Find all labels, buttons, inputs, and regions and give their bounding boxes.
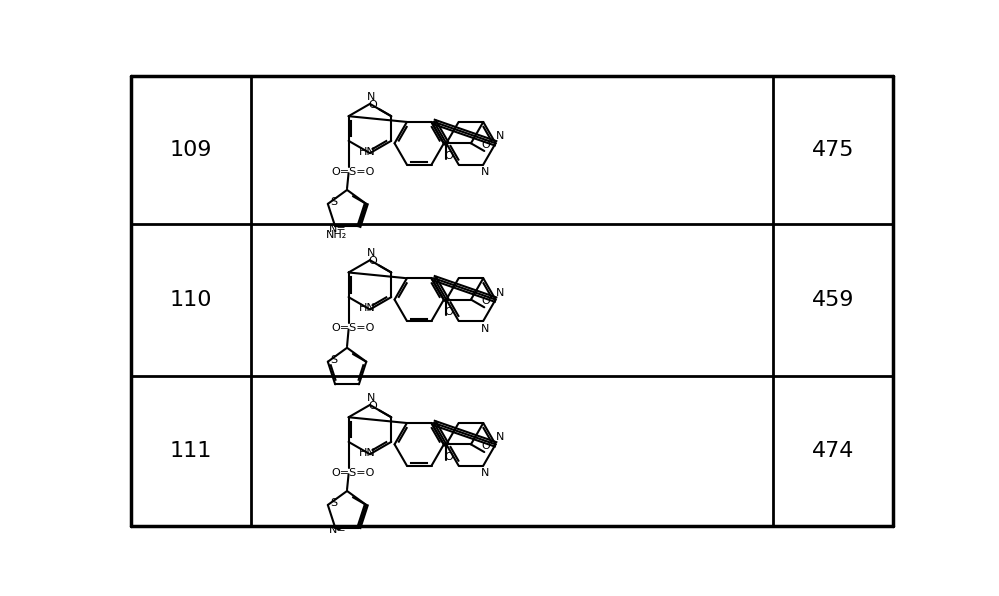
- Text: O=S=O: O=S=O: [332, 323, 375, 333]
- Text: N: N: [367, 393, 375, 403]
- Text: 475: 475: [811, 140, 854, 160]
- Text: S: S: [331, 197, 338, 207]
- Text: O: O: [445, 151, 453, 160]
- Text: NH₂: NH₂: [326, 230, 348, 240]
- Text: N: N: [481, 324, 489, 334]
- Text: HN: HN: [360, 448, 376, 458]
- Text: N: N: [367, 92, 375, 102]
- Text: 474: 474: [811, 441, 854, 461]
- Text: S: S: [331, 498, 338, 508]
- Text: N: N: [367, 249, 375, 258]
- Text: HN: HN: [360, 147, 376, 157]
- Text: N=: N=: [329, 525, 347, 535]
- Text: HN: HN: [360, 303, 376, 313]
- Text: O=S=O: O=S=O: [332, 167, 375, 176]
- Text: O: O: [445, 452, 453, 462]
- Text: O: O: [482, 441, 491, 451]
- Text: N: N: [481, 167, 489, 178]
- Text: N: N: [481, 468, 489, 479]
- Text: N: N: [497, 433, 504, 442]
- Text: N=: N=: [329, 224, 347, 234]
- Text: N: N: [497, 131, 504, 141]
- Text: O: O: [482, 296, 491, 306]
- Text: O: O: [369, 100, 378, 110]
- Text: O: O: [445, 307, 453, 317]
- Text: N: N: [497, 288, 504, 297]
- Text: 110: 110: [170, 290, 212, 310]
- Text: 459: 459: [811, 290, 854, 310]
- Text: O: O: [369, 256, 378, 266]
- Text: O=S=O: O=S=O: [332, 468, 375, 477]
- Text: O: O: [369, 401, 378, 411]
- Text: S: S: [331, 355, 338, 365]
- Text: 109: 109: [170, 140, 212, 160]
- Text: O: O: [482, 140, 491, 150]
- Text: 111: 111: [170, 441, 212, 461]
